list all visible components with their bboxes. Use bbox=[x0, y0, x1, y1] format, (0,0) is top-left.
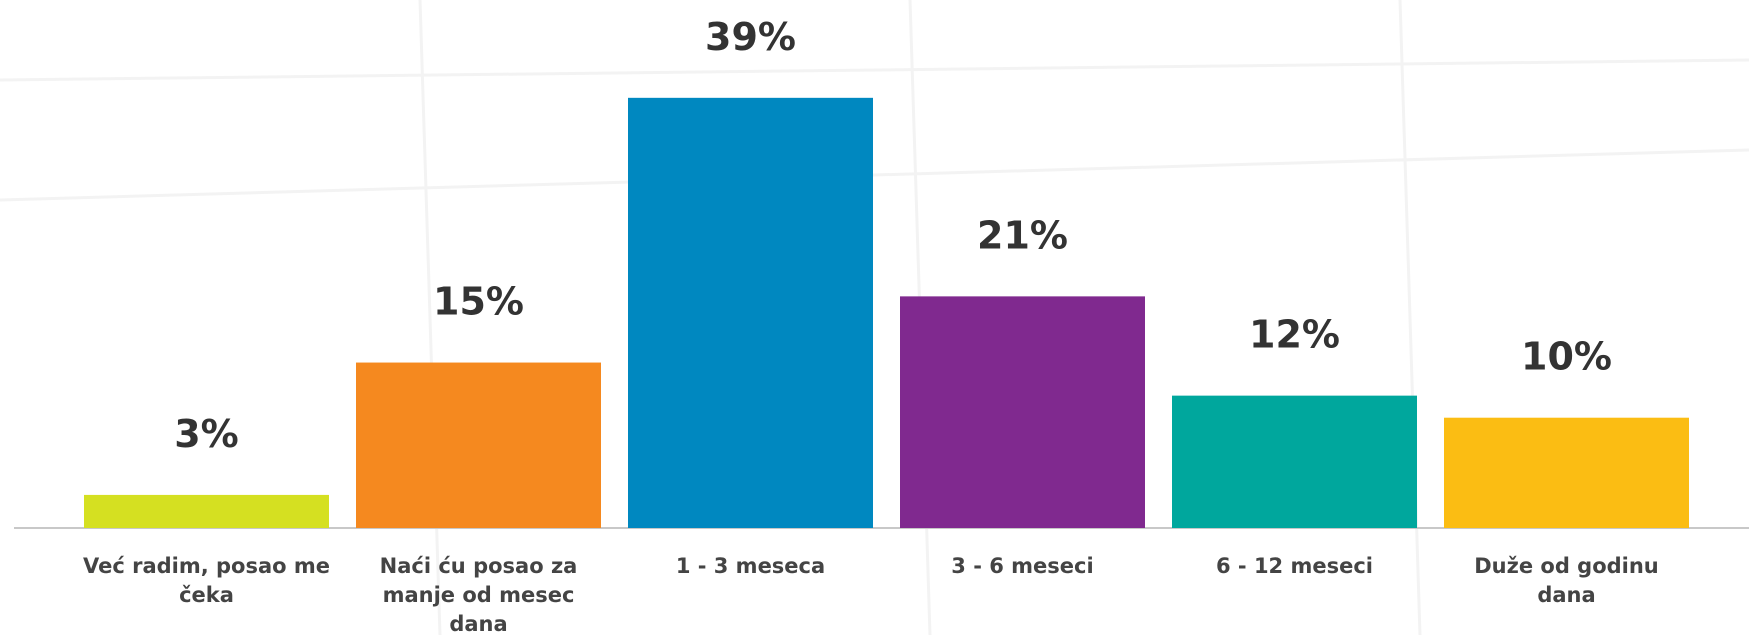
data-label: 15% bbox=[433, 280, 524, 324]
bar bbox=[900, 296, 1145, 528]
data-label: 21% bbox=[977, 213, 1068, 257]
x-tick-label: Naći ću posao za manje od mesec dana bbox=[379, 554, 578, 635]
bar bbox=[1172, 395, 1417, 528]
bar bbox=[356, 362, 601, 528]
data-label: 3% bbox=[174, 412, 239, 456]
data-label: 10% bbox=[1521, 335, 1612, 379]
x-tick-label: 3 - 6 meseci bbox=[951, 554, 1094, 578]
bar bbox=[84, 494, 329, 528]
bar bbox=[1444, 417, 1689, 528]
x-tick-label: Već radim, posao me čeka bbox=[82, 554, 331, 607]
data-label: 12% bbox=[1249, 313, 1340, 357]
data-label: 39% bbox=[705, 15, 796, 59]
x-tick-label: Duže od godinu dana bbox=[1474, 554, 1659, 607]
x-tick-label: 1 - 3 meseca bbox=[675, 554, 826, 578]
bar bbox=[628, 97, 873, 528]
x-tick-label: 6 - 12 meseci bbox=[1216, 554, 1373, 578]
